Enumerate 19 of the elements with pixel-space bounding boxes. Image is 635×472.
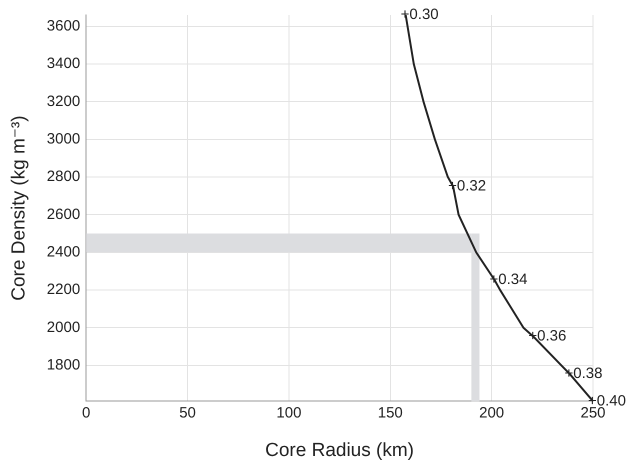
y-tick-label: 2400 — [46, 244, 80, 261]
x-tick-label: 100 — [276, 404, 302, 422]
y-tick-label: 3400 — [46, 55, 80, 72]
y-tick-label: 2200 — [46, 281, 80, 298]
y-tick-label: 3200 — [46, 92, 80, 110]
y-axis-title: Core Density (kg m⁻³) — [8, 115, 30, 301]
x-tick-label: 200 — [479, 404, 504, 422]
y-tick-label: 1800 — [46, 356, 80, 374]
x-tick-label: 50 — [179, 404, 196, 422]
y-tick-label: 2800 — [46, 168, 80, 186]
x-tick-label: 250 — [580, 404, 606, 422]
x-axis-title: Core Radius (km) — [265, 440, 414, 461]
y-tick-label: 3600 — [46, 17, 80, 34]
x-tick-label: 150 — [378, 404, 403, 422]
y-tick-label: 2600 — [46, 206, 80, 223]
annotation: +0.30 — [400, 6, 439, 24]
y-tick-label: 3000 — [46, 130, 80, 148]
x-tick-label: 0 — [82, 404, 90, 422]
y-tick-label: 2000 — [46, 318, 80, 336]
